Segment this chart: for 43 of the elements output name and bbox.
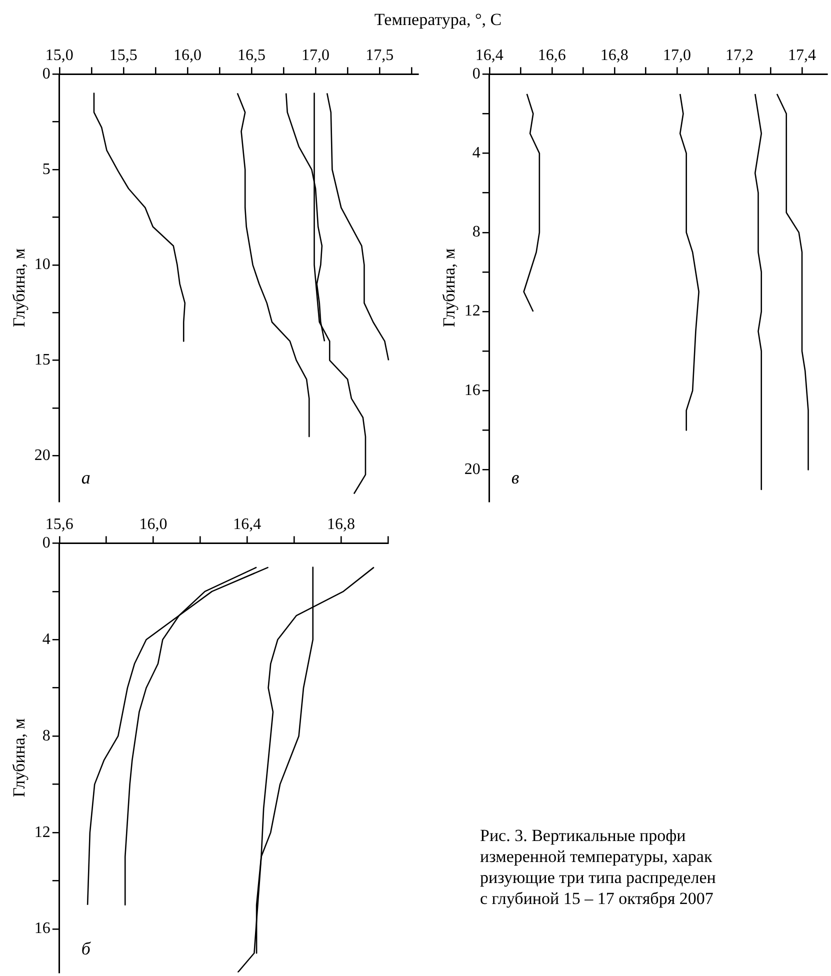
x-tick-label: 17,4	[788, 46, 816, 64]
text: Рис. 3. Вертикальные профи	[480, 825, 687, 846]
y-tick-label: 20	[34, 446, 50, 464]
x-tick-label: 16,8	[327, 516, 356, 533]
y-tick-label: 8	[472, 224, 480, 241]
x-tick-label: 17,5	[366, 46, 394, 64]
annotation: б	[81, 938, 92, 958]
x-tick-label: 16,0	[139, 516, 168, 533]
y-tick-label: 12	[464, 302, 480, 320]
x-tick-label: 16,4	[475, 46, 504, 64]
x-axis-title: Температура, °, С	[373, 10, 503, 30]
x-tick-label: 16,4	[233, 516, 262, 533]
y-axis-title: Глубина, м	[440, 248, 459, 328]
y-tick-label: 20	[464, 460, 480, 478]
y-tick-label: 5	[42, 160, 50, 178]
x-tick-label: 16,6	[538, 46, 566, 64]
y-axis-title: Глубина, м	[10, 248, 29, 328]
y-tick-label: 4	[472, 144, 480, 162]
x-tick-label: 17,0	[662, 46, 691, 64]
x-tick-label: 15,5	[109, 46, 138, 64]
x-tick-label: 15,0	[45, 46, 74, 64]
x-tick-label: 16,0	[173, 46, 202, 64]
y-tick-label: 10	[34, 256, 50, 274]
y-axis-title: Глубина, м	[10, 718, 29, 798]
text: с глубиной 15 – 17 октября 2007	[480, 888, 714, 909]
y-tick-label: 15	[34, 351, 50, 368]
x-tick-label: 16,5	[238, 46, 266, 64]
x-tick-label: 16,8	[600, 46, 628, 64]
y-tick-label: 4	[42, 630, 50, 648]
annotation: а	[81, 468, 90, 488]
y-tick-label: 0	[472, 65, 480, 82]
y-tick-label: 8	[42, 727, 50, 744]
text: измеренной температуры, харак	[480, 846, 714, 867]
x-tick-label: 15,6	[45, 516, 74, 533]
x-tick-label: 17,2	[725, 46, 754, 64]
y-tick-label: 0	[42, 65, 50, 82]
y-tick-label: 12	[34, 824, 50, 841]
y-tick-label: 16	[34, 920, 50, 938]
text: ризующие три типа распределен	[480, 867, 717, 888]
y-tick-label: 16	[464, 382, 480, 399]
y-tick-label: 0	[42, 534, 50, 552]
x-tick-label: 17,0	[302, 46, 330, 64]
annotation: в	[511, 468, 520, 488]
